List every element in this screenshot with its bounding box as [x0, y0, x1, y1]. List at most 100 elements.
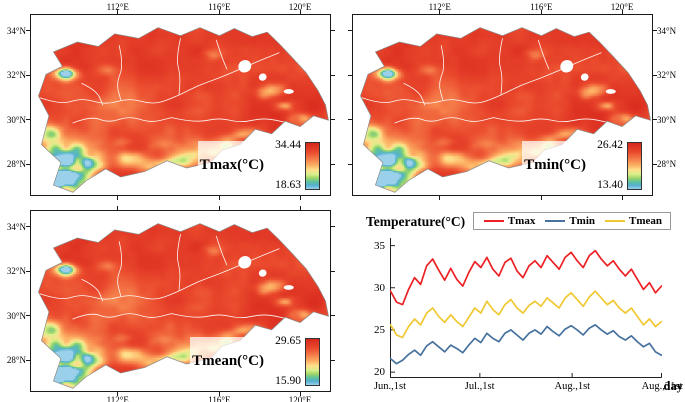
tick-mark — [218, 196, 220, 200]
tick-mark — [299, 206, 301, 210]
legend-item-tmin: Tmin — [545, 215, 595, 227]
tick-mark — [439, 196, 441, 200]
tick-mark — [439, 10, 441, 14]
tick-mark — [653, 74, 657, 76]
colorbar-gradient — [627, 142, 642, 190]
tick-mark — [26, 30, 30, 32]
tmean-line-swatch — [605, 219, 625, 223]
tick-mark — [26, 74, 30, 76]
tick-mark — [117, 196, 119, 200]
tick-mark — [348, 119, 352, 121]
colorbar-gradient — [305, 142, 320, 190]
chart-legend: Tmax Tmin Tmean — [472, 212, 671, 230]
map-variable-label: Tmax(°C) — [199, 156, 264, 173]
lat-tick-label: 34°N — [6, 221, 26, 232]
lon-tick-label: 116°E — [208, 2, 231, 12]
legend-label: Tmax — [507, 215, 536, 227]
lat-tick-label: 28°N — [657, 159, 677, 170]
x-tick-label: Jul.,1st — [464, 381, 495, 392]
lat-tick-label: 30°N — [6, 114, 26, 125]
lon-tick-label: 112°E — [106, 395, 129, 402]
legend-item-tmax: Tmax — [483, 215, 536, 227]
lat-tick-label: 34°N — [657, 25, 677, 36]
colorbar-min-value: 15.90 — [275, 375, 301, 387]
x-tick-label: Aug.,31st — [641, 381, 683, 392]
lat-tick-label: 30°N — [6, 310, 26, 321]
tick-mark — [331, 30, 335, 32]
temperature-chart-panel: Temperature(°C) Tmax Tmin Tmean 35 30 25… — [352, 204, 685, 402]
colorbar-legend-tmean: Tmean(°C) 29.65 15.90 — [190, 335, 322, 387]
tick-mark — [299, 196, 301, 200]
colorbar-legend-tmin: Tmin(°C) 26.42 13.40 — [522, 139, 644, 191]
tick-mark — [299, 392, 301, 396]
y-tick-label: 20 — [374, 366, 385, 379]
y-tick-label: 30 — [374, 281, 385, 294]
tick-mark — [26, 163, 30, 165]
plot-area: 35 30 25 20 Jun.,1st Jul.,1st Aug.,1st A… — [374, 238, 682, 392]
tick-mark — [348, 163, 352, 165]
lat-tick-label: 32°N — [657, 70, 677, 81]
tick-mark — [299, 10, 301, 14]
tick-mark — [117, 206, 119, 210]
tick-mark — [218, 206, 220, 210]
lon-tick-label: 120°E — [288, 2, 312, 12]
colorbar: 34.44 18.63 — [271, 139, 320, 191]
lat-tick-label: 28°N — [6, 159, 26, 170]
tick-mark — [653, 30, 657, 32]
legend-item-tmean: Tmean — [605, 215, 662, 227]
tmax-line-swatch — [483, 219, 504, 223]
lat-tick-label: 28°N — [6, 355, 26, 366]
tick-mark — [117, 392, 119, 396]
colorbar-max-value: 29.65 — [275, 335, 301, 347]
tick-mark — [348, 74, 352, 76]
map-panel-tmean: 112°E 116°E 120°E 34°N 32°N 30°N 28°N Tm… — [7, 206, 335, 402]
tick-mark — [26, 119, 30, 121]
tick-mark — [26, 270, 30, 272]
lat-tick-label: 34°N — [6, 25, 26, 36]
lat-tick-label: 30°N — [657, 114, 677, 125]
tick-mark — [218, 392, 220, 396]
lon-tick-label: 116°E — [208, 395, 231, 402]
x-axis-label: day — [663, 379, 683, 393]
temperature-line-chart-canvas — [390, 238, 662, 378]
chart-title: Temperature(°C) — [366, 214, 466, 229]
tick-mark — [621, 10, 623, 14]
tick-mark — [331, 315, 335, 317]
tick-mark — [26, 359, 30, 361]
legend-label: Tmean — [629, 215, 662, 227]
lat-tick-label: 32°N — [6, 266, 26, 277]
colorbar: 26.42 13.40 — [593, 139, 642, 191]
tmin-line-swatch — [545, 219, 566, 223]
tick-mark — [653, 119, 657, 121]
lon-tick-label: 116°E — [530, 2, 553, 12]
colorbar-legend-tmax: Tmax(°C) 34.44 18.63 — [197, 139, 322, 191]
colorbar-min-value: 13.40 — [597, 179, 623, 191]
colorbar-gradient — [305, 338, 320, 386]
tick-mark — [26, 315, 30, 317]
tick-mark — [331, 226, 335, 228]
tick-mark — [26, 226, 30, 228]
tick-mark — [540, 10, 542, 14]
colorbar-min-value: 18.63 — [275, 179, 301, 191]
tick-mark — [117, 10, 119, 14]
tick-mark — [331, 163, 335, 165]
colorbar-max-value: 26.42 — [597, 139, 623, 151]
legend-label: Tmin — [569, 215, 595, 227]
lon-tick-label: 112°E — [106, 2, 129, 12]
lon-tick-label: 120°E — [288, 395, 312, 402]
map-variable-label: Tmean(°C) — [192, 352, 264, 369]
y-tick-label: 35 — [374, 239, 385, 252]
x-tick-label: Aug.,1st — [554, 381, 591, 392]
lon-tick-label: 120°E — [610, 2, 634, 12]
lat-tick-label: 32°N — [6, 70, 26, 81]
colorbar: 29.65 15.90 — [271, 335, 320, 387]
tick-mark — [540, 196, 542, 200]
map-panel-tmin: 112°E 116°E 120°E 34°N 32°N 30°N 28°N Tm… — [348, 2, 676, 200]
tick-mark — [621, 196, 623, 200]
tick-mark — [331, 119, 335, 121]
x-tick-label: Jun.,1st — [373, 381, 407, 392]
colorbar-max-value: 34.44 — [275, 139, 301, 151]
tick-mark — [331, 359, 335, 361]
tick-mark — [218, 10, 220, 14]
